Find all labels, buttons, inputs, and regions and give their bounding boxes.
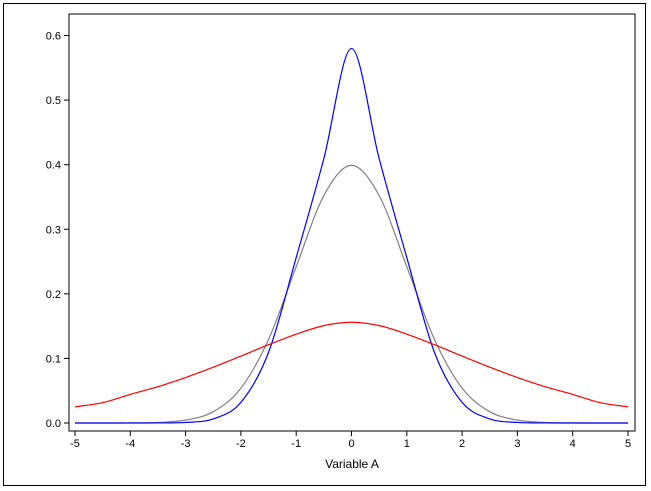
y-tick-label: 0.4 [46, 160, 61, 172]
x-tick-label: 5 [625, 438, 631, 450]
y-tick-label: 0.5 [46, 95, 61, 107]
y-axis: 0.0 0.1 0.2 0.3 0.4 0.5 0.6 [46, 31, 69, 430]
plot-area [68, 13, 636, 432]
x-tick-label: 4 [570, 438, 576, 450]
x-tick-label: -3 [181, 438, 191, 450]
y-tick-label: 0.2 [46, 289, 61, 301]
x-tick-label: -1 [291, 438, 301, 450]
y-tick-label: 0.6 [46, 31, 61, 43]
y-tick-label: 0.3 [46, 224, 61, 236]
series-group [74, 47, 629, 424]
x-tick-label: -5 [70, 438, 80, 450]
series-line-3 [74, 321, 629, 408]
x-tick-label: 0 [348, 438, 354, 450]
chart-frame [3, 3, 646, 486]
x-tick-label: 1 [404, 438, 410, 450]
x-tick-label: 3 [514, 438, 520, 450]
series-line-2 [75, 47, 628, 424]
x-axis-label: Variable A [325, 457, 379, 471]
y-tick-label: 0.0 [46, 418, 61, 430]
x-tick-label: 2 [459, 438, 465, 450]
x-tick-label: -2 [236, 438, 246, 450]
y-tick-label: 0.1 [46, 353, 61, 365]
x-tick-label: -4 [125, 438, 135, 450]
series-line-1 [74, 164, 629, 424]
x-axis: -5 -4 -3 -2 -1 0 1 2 3 4 5 [70, 431, 631, 450]
